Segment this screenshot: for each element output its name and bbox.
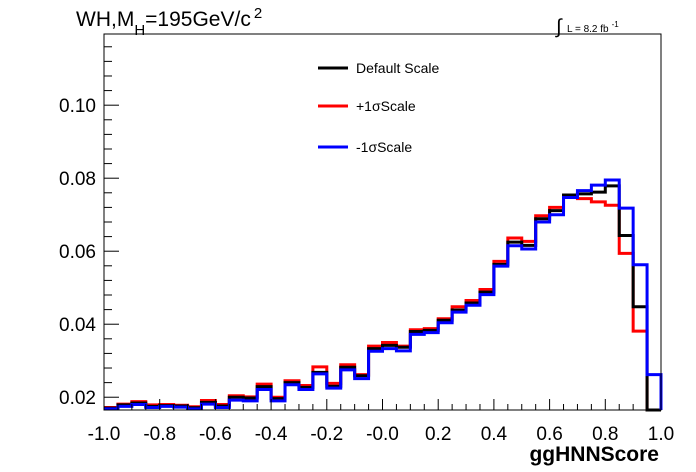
y-tick-label: 0.06 (59, 242, 96, 263)
integral-sign: ∫ (555, 16, 563, 38)
title-superscript: 2 (254, 5, 262, 22)
y-tick-label: 0.10 (59, 96, 96, 117)
lumi-text: L = 8.2 fb (567, 24, 609, 35)
x-tick-label: 0.2 (425, 424, 451, 445)
x-tick-label: -1.0 (88, 424, 121, 445)
x-tick-label: -0.6 (199, 424, 232, 445)
legend: Default Scale +1σScale -1σScale (318, 60, 439, 155)
chart-title: WH,MH=195GeV/c 2 (76, 5, 262, 39)
svg-text:WH,MH=195GeV/c2: WH,MH=195GeV/c 2 (76, 5, 262, 39)
svg-text:L = 8.2 fb-1: L = 8.2 fb -1 (567, 20, 619, 35)
luminosity-label: ∫ L = 8.2 fb -1 (555, 16, 619, 38)
y-tick-label: 0.08 (59, 169, 96, 190)
legend-label-plus1sigma: +1σScale (356, 98, 416, 114)
title-rest: =195GeV/c (145, 8, 251, 31)
legend-label-minus1sigma: -1σScale (356, 139, 412, 155)
x-tick-label: 0.6 (536, 424, 562, 445)
x-tick-label: -0.2 (310, 424, 343, 445)
x-axis-label: ggHNNScore (529, 443, 659, 466)
x-tick-label: 1.0 (648, 424, 674, 445)
title-main: WH,M (76, 8, 134, 31)
ticks-layer: -1.0 -0.8 -0.6 -0.4 -0.2 -0.0 0.2 0.4 0.6 0.8 1.0 0… (59, 46, 674, 445)
title-subscript: H (134, 22, 145, 39)
x-tick-label: -0.8 (143, 424, 176, 445)
y-tick-label: 0.02 (59, 388, 96, 409)
legend-label-default: Default Scale (356, 60, 439, 76)
x-tick-label: 0.4 (481, 424, 508, 445)
y-tick-label: 0.04 (59, 315, 96, 336)
x-tick-label: 0.8 (592, 424, 618, 445)
x-tick-label: -0.0 (366, 424, 399, 445)
x-tick-label: -0.4 (255, 424, 288, 445)
lumi-superscript: -1 (612, 20, 620, 29)
